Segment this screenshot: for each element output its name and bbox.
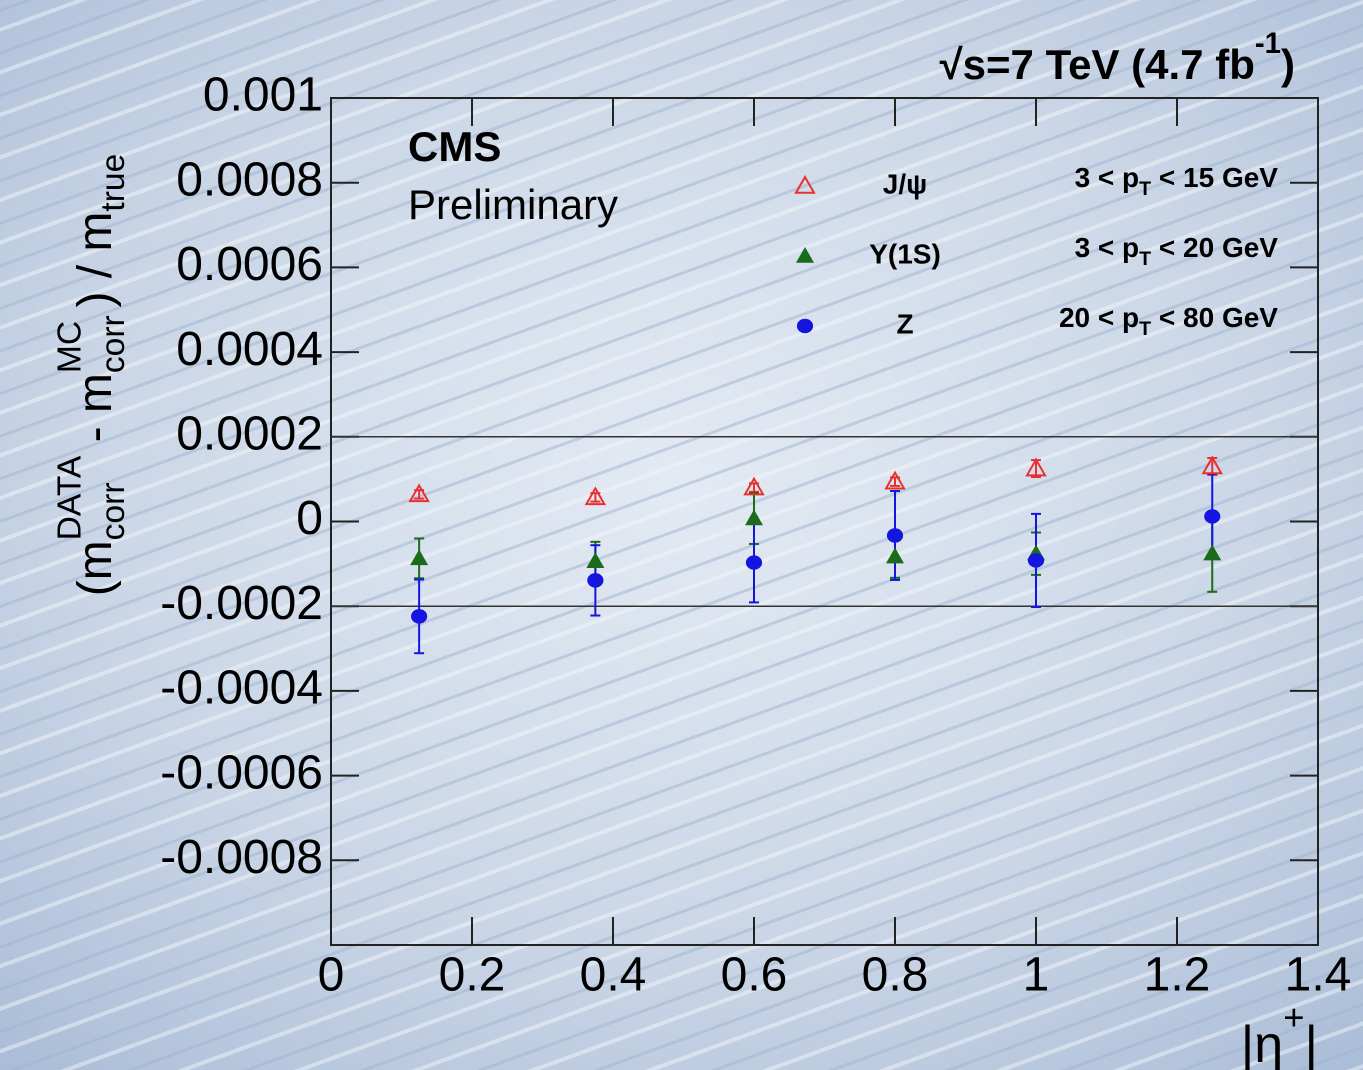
label-part: T <box>1139 178 1151 200</box>
x-tick-label: 0 <box>318 949 345 1002</box>
y-tick-label: 0 <box>296 492 323 545</box>
label-part: T <box>1139 248 1151 270</box>
marker <box>1204 509 1220 523</box>
preliminary-label: Preliminary <box>408 181 618 228</box>
label-part: ) <box>1281 41 1295 88</box>
y-tick-label: -0.0006 <box>160 746 323 799</box>
y-tick-label: -0.0004 <box>160 662 323 715</box>
label-part: ) / m <box>69 212 122 321</box>
y-tick-label: 0.0002 <box>176 407 323 460</box>
label-part: |η <box>1241 1016 1283 1070</box>
marker <box>746 555 762 569</box>
label-part: √s=7 TeV (4.7 fb <box>940 41 1255 88</box>
label-part: MC <box>51 321 88 373</box>
label-part: 3 < p <box>1075 232 1140 263</box>
label-part: -1 <box>1255 27 1281 60</box>
x-tick-label: 0.6 <box>721 949 788 1002</box>
chart: CMS Preliminary √s=7 TeV (4.7 fb-1) |η+|… <box>0 0 1363 1070</box>
x-tick-label: 1 <box>1023 949 1050 1002</box>
y-tick-label: 0.001 <box>203 69 323 122</box>
label-part: corr <box>95 483 132 541</box>
label-part: < 15 GeV <box>1151 162 1278 193</box>
x-tick-label: 0.8 <box>862 949 929 1002</box>
label-part: corr <box>95 315 132 373</box>
x-tick-label: 1.4 <box>1285 949 1352 1002</box>
marker <box>887 528 903 542</box>
label-part: | <box>1304 1016 1318 1070</box>
label-part: true <box>95 154 132 212</box>
label-part: < 20 GeV <box>1151 232 1278 263</box>
x-tick-label: 1.2 <box>1144 949 1211 1002</box>
y-tick-label: -0.0008 <box>160 831 323 884</box>
x-tick-label: 0.2 <box>439 949 506 1002</box>
label-part: < 80 GeV <box>1151 302 1278 333</box>
marker <box>587 573 603 587</box>
x-tick-label: 0.4 <box>580 949 647 1002</box>
page: {"chart_data": { "type": "scatter", "top… <box>0 0 1363 1070</box>
y-tick-label: 0.0008 <box>176 153 323 206</box>
label-part: + <box>1283 996 1304 1037</box>
marker <box>1028 553 1044 567</box>
label-part: T <box>1139 318 1151 340</box>
label-part: 20 < p <box>1059 302 1139 333</box>
legend-label: Y(1S) <box>869 238 941 269</box>
label-part: - m <box>69 373 122 456</box>
marker <box>797 319 813 333</box>
label-part: (m <box>69 540 122 596</box>
label-part: DATA <box>51 455 88 540</box>
y-tick-label: -0.0002 <box>160 577 323 630</box>
y-tick-label: 0.0006 <box>176 238 323 291</box>
legend-label: J/ψ <box>883 168 927 199</box>
label-part: 3 < p <box>1075 162 1140 193</box>
y-tick-label: 0.0004 <box>176 323 323 376</box>
legend-label: Z <box>896 308 913 339</box>
cms-label: CMS <box>408 123 501 170</box>
marker <box>411 609 427 623</box>
